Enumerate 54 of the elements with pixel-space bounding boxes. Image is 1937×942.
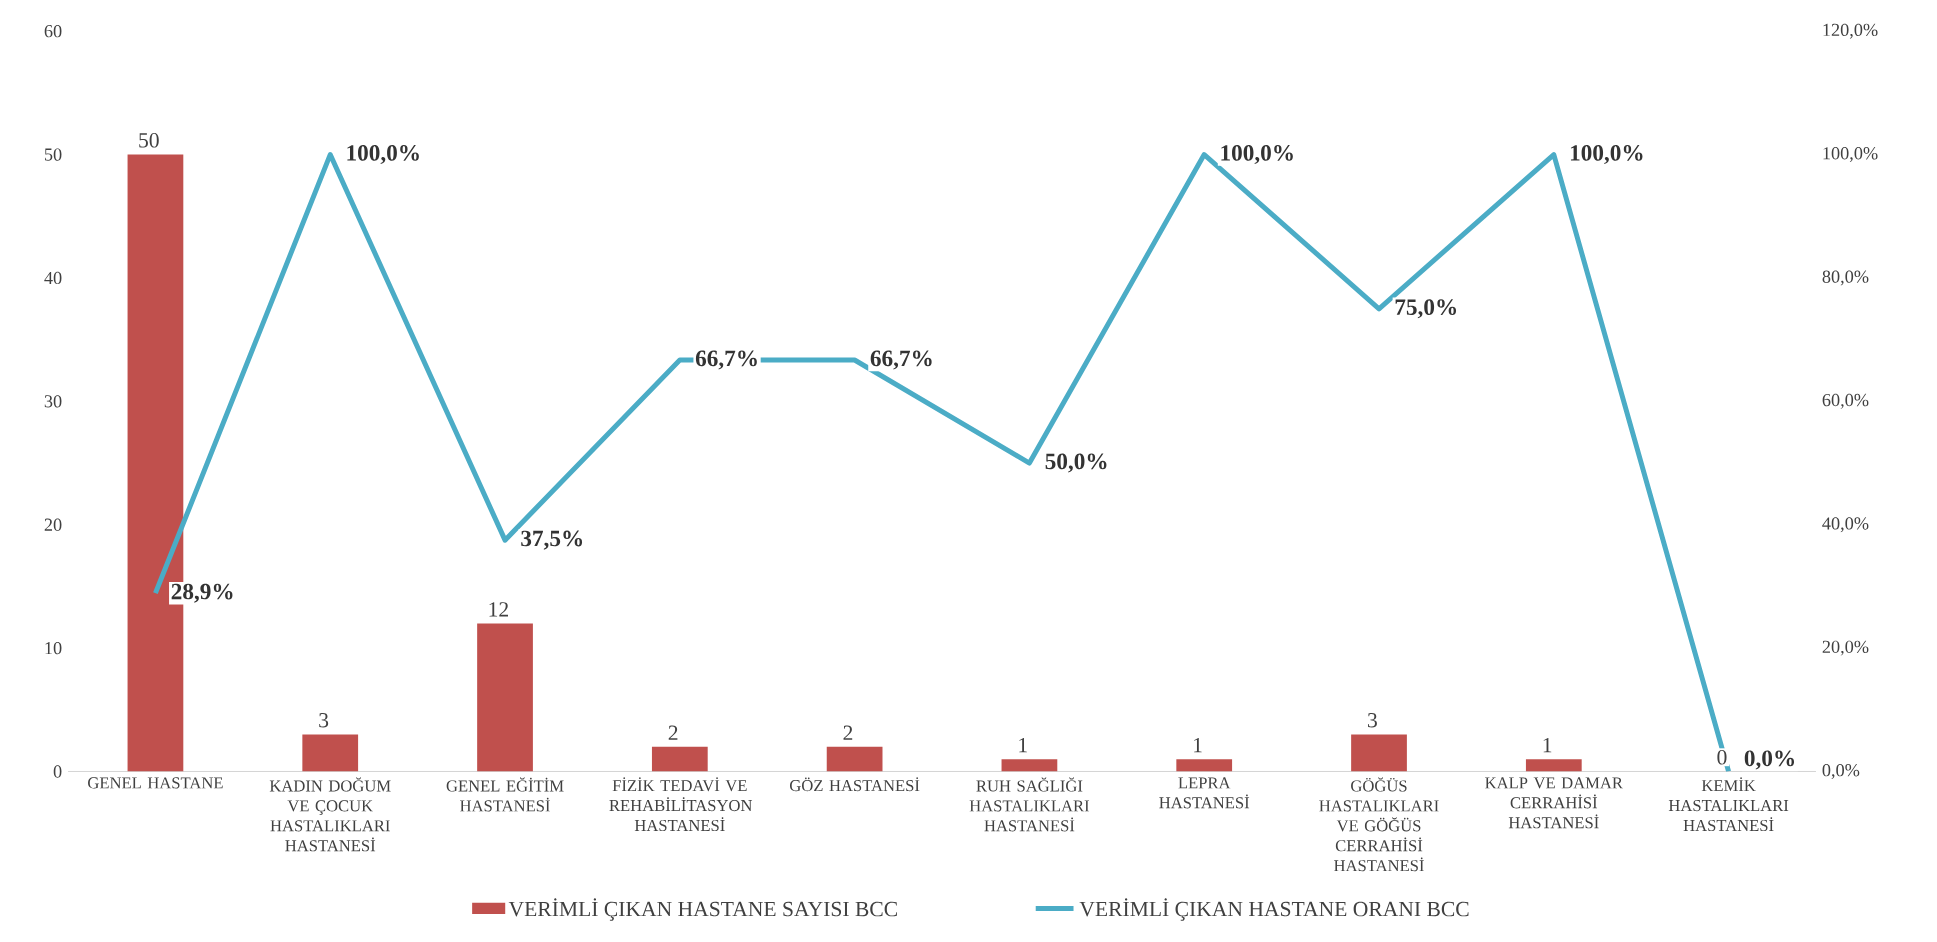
data-label: 12: [489, 602, 508, 617]
x-tick-label: GÖZ HASTANESİ: [790, 777, 920, 792]
y2-tick-label: 80,0%: [1822, 270, 1869, 286]
y-tick-label: 50: [44, 148, 62, 161]
bar: [651, 746, 708, 772]
bar: [1176, 759, 1233, 772]
y-tick-label: 60: [44, 25, 62, 38]
y-tick-label: 20: [44, 518, 62, 531]
y-tick-label: 10: [45, 641, 62, 655]
data-label: 2: [843, 725, 853, 740]
x-tick-label: GÖĞÜS HASTALIKLARI VE GÖĞÜS CERRAHİSİ HASTANESİ: [1319, 777, 1439, 872]
bar: [302, 734, 359, 772]
x-tick-label: KALP VE DAMAR CERRAHİSİ HASTANESİ: [1485, 777, 1623, 829]
legend-label: VERİMLİ ÇIKAN HASTANE SAYISI BCC: [508, 898, 897, 921]
bar: [1525, 759, 1582, 772]
data-label: 1: [1019, 737, 1027, 753]
bar: [1351, 734, 1407, 772]
bar: [826, 746, 883, 772]
data-label: 50: [139, 133, 159, 148]
data-label: 1: [1194, 737, 1202, 753]
legend-label: VERİMLİ ÇIKAN HASTANE ORANI BCC: [1079, 898, 1469, 921]
data-label: 66,7%: [695, 350, 757, 370]
y2-tick-label: 20,0%: [1822, 640, 1869, 656]
data-label: 3: [1368, 712, 1377, 728]
data-label: 2: [668, 725, 678, 740]
data-label: 0: [1717, 749, 1727, 765]
x-tick-label: GENEL HASTANE: [88, 777, 223, 789]
data-label: 100,0%: [1570, 145, 1643, 165]
bar: [1001, 759, 1058, 772]
data-label: 50,0%: [1045, 453, 1107, 473]
y-tick-label: 0: [53, 765, 62, 778]
data-label: 28,9%: [171, 583, 233, 603]
data-label: 1: [1543, 737, 1552, 753]
y2-tick-label: 0,0%: [1822, 764, 1860, 779]
data-label: 0,0%: [1744, 750, 1795, 770]
x-tick-label: RUH SAĞLIĞI HASTALIKLARI HASTANESİ: [969, 777, 1090, 832]
data-label: 66,7%: [870, 350, 932, 370]
x-tick-label: KEMİK HASTALIKLARI HASTANESİ: [1668, 777, 1789, 832]
data-label: 3: [319, 712, 329, 728]
y2-tick-label: 60,0%: [1822, 393, 1869, 409]
y2-tick-label: 40,0%: [1822, 517, 1869, 533]
y-tick-label: 30: [44, 395, 62, 408]
data-label: 100,0%: [347, 145, 419, 165]
x-tick-label: FİZİK TEDAVİ VE REHABİLİTASYON HASTANESİ: [609, 777, 753, 832]
bar: [477, 623, 533, 772]
x-tick-label: LEPRA HASTANESİ: [1159, 777, 1250, 809]
data-label: 37,5%: [521, 530, 583, 550]
data-label: 100,0%: [1221, 145, 1293, 165]
x-tick-label: KADIN DOĞUM VE ÇOCUK HASTALIKLARI HASTANESİ: [269, 777, 391, 852]
y2-tick-label: 100,0%: [1823, 147, 1878, 163]
y-tick-label: 40: [44, 271, 62, 285]
x-tick-label: GENEL EĞİTİM HASTANESİ: [446, 777, 564, 812]
data-label: 75,0%: [1395, 299, 1457, 319]
y2-tick-label: 120,0%: [1823, 23, 1878, 39]
